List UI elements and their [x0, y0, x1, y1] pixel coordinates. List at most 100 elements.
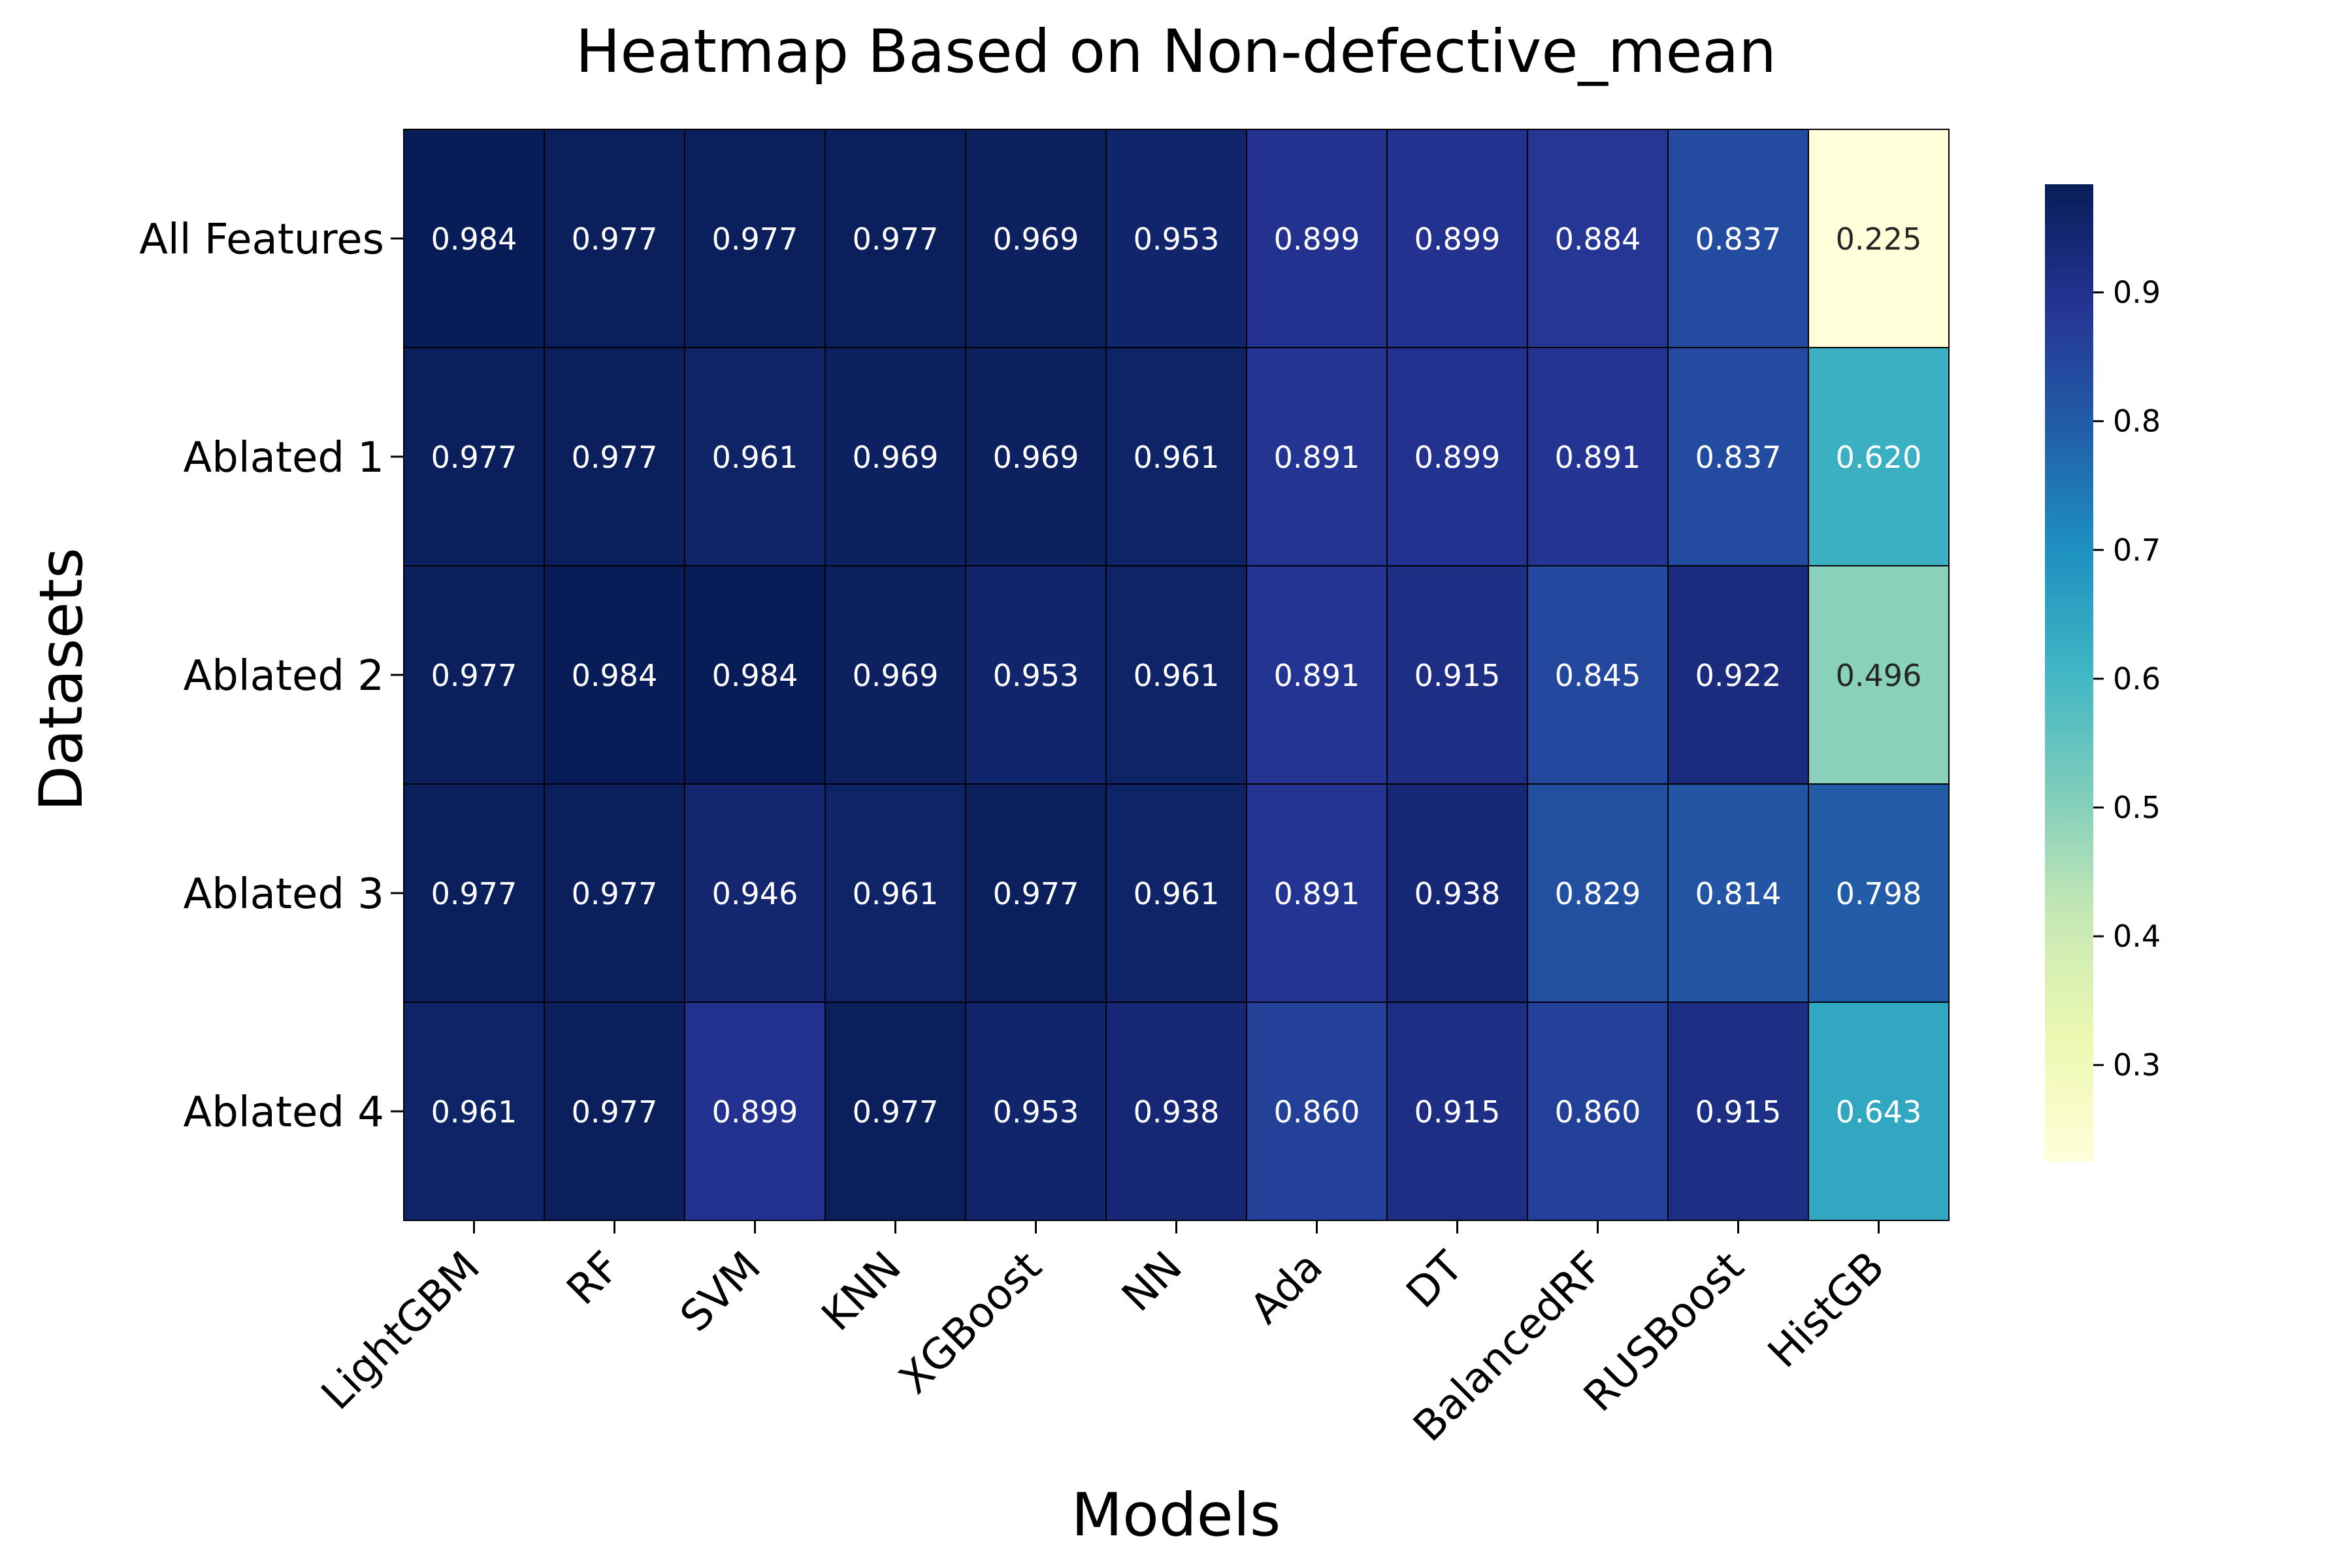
cell-value-label: 0.946 — [712, 876, 798, 911]
y-tick-label: Ablated 3 — [183, 870, 384, 919]
heatmap-cell — [825, 1002, 966, 1221]
cell-value-label: 0.891 — [1555, 440, 1641, 475]
cell-value-label: 0.977 — [853, 221, 939, 257]
y-axis-title: Datasets — [27, 547, 96, 811]
cell-value-label: 0.899 — [1414, 221, 1501, 257]
cell-value-label: 0.915 — [1414, 1094, 1501, 1130]
x-axis-title: Models — [1071, 1481, 1281, 1550]
cell-value-label: 0.969 — [853, 440, 939, 475]
heatmap-cell — [1105, 347, 1247, 566]
heatmap-cell — [1246, 347, 1388, 566]
cell-value-label: 0.961 — [712, 440, 798, 475]
heatmap-cell — [544, 347, 685, 566]
cell-value-label: 0.837 — [1695, 440, 1782, 475]
heatmap-cell — [965, 347, 1107, 566]
colorbar-tick-label: 0.8 — [2113, 404, 2161, 439]
heatmap-cell — [1105, 565, 1247, 785]
heatmap-cell — [1527, 347, 1669, 566]
heatmap-cell — [684, 783, 826, 1003]
cell-value-label: 0.915 — [1414, 658, 1501, 693]
y-tick-label: Ablated 4 — [183, 1088, 384, 1137]
heatmap-cell — [1527, 565, 1669, 785]
y-tick-label: Ablated 2 — [183, 652, 384, 700]
x-tick-label: DT — [1397, 1242, 1473, 1317]
heatmap-cell — [1105, 783, 1247, 1003]
cell-value-label: 0.977 — [431, 876, 517, 911]
cell-value-label: 0.922 — [1695, 658, 1782, 693]
x-tick-label: NN — [1113, 1243, 1192, 1321]
heatmap-cell — [1527, 1002, 1669, 1221]
chart-title: Heatmap Based on Non-defective_mean — [576, 18, 1776, 86]
cell-value-label: 0.899 — [1274, 221, 1360, 257]
heatmap-cell — [825, 129, 966, 348]
cell-value-label: 0.915 — [1695, 1094, 1782, 1130]
cell-value-label: 0.977 — [572, 221, 658, 257]
colorbar-gradient — [2045, 184, 2093, 1162]
heatmap-cell — [825, 783, 966, 1003]
heatmap-cell — [684, 565, 826, 785]
x-tick-label: SVM — [672, 1243, 770, 1341]
heatmap-cell — [1808, 347, 1950, 566]
colorbar-tick-label: 0.5 — [2113, 790, 2161, 825]
heatmap-cell — [1105, 129, 1247, 348]
heatmap-cell — [965, 129, 1107, 348]
heatmap-cell — [1667, 783, 1809, 1003]
cell-value-label: 0.496 — [1836, 658, 1922, 693]
cell-value-label: 0.899 — [1414, 440, 1501, 475]
x-tick-label: LightGBM — [312, 1243, 489, 1419]
cell-value-label: 0.961 — [853, 876, 939, 911]
cell-value-label: 0.977 — [993, 876, 1079, 911]
x-tick-label: RF — [558, 1243, 630, 1315]
cell-value-label: 0.953 — [1134, 221, 1220, 257]
cell-value-label: 0.977 — [712, 221, 798, 257]
cell-value-label: 0.977 — [572, 1094, 658, 1130]
cell-value-label: 0.620 — [1836, 440, 1922, 475]
heatmap-cell — [403, 565, 545, 785]
y-tick-label: Ablated 1 — [183, 434, 384, 482]
cell-value-label: 0.938 — [1134, 1094, 1220, 1130]
heatmap-cell — [684, 1002, 826, 1221]
heatmap-cell — [1808, 129, 1950, 348]
heatmap-cell — [965, 783, 1107, 1003]
y-tick-label: All Features — [139, 216, 384, 264]
x-tick-label: HistGB — [1759, 1243, 1893, 1377]
heatmap-cell — [965, 565, 1107, 785]
x-tick-label: KNN — [813, 1243, 911, 1341]
heatmap-cell — [1246, 1002, 1388, 1221]
cell-value-label: 0.969 — [853, 658, 939, 693]
x-tick-label: Ada — [1241, 1243, 1332, 1333]
colorbar-tick-label: 0.7 — [2113, 532, 2161, 568]
cell-value-label: 0.977 — [572, 876, 658, 911]
heatmap-cell — [403, 347, 545, 566]
heatmap-cells: 0.984 0.977 0.977 0.977 0.969 0.953 0.899 0.899… — [403, 129, 1950, 1221]
cell-value-label: 0.977 — [431, 440, 517, 475]
heatmap-cell — [544, 783, 685, 1003]
cell-value-label: 0.977 — [431, 658, 517, 693]
heatmap-cell — [1246, 565, 1388, 785]
cell-value-label: 0.961 — [1134, 876, 1220, 911]
cell-value-label: 0.860 — [1274, 1094, 1360, 1130]
cell-value-label: 0.884 — [1555, 221, 1641, 257]
heatmap-cell — [1246, 783, 1388, 1003]
colorbar-tick-label: 0.3 — [2113, 1047, 2161, 1083]
heatmap-cell — [1386, 347, 1528, 566]
x-tick-label: XGBoost — [890, 1243, 1051, 1403]
heatmap-cell — [1667, 347, 1809, 566]
cell-value-label: 0.845 — [1555, 658, 1641, 693]
heatmap-cell — [684, 129, 826, 348]
cell-value-label: 0.977 — [572, 440, 658, 475]
heatmap-cell — [1105, 1002, 1247, 1221]
cell-value-label: 0.969 — [993, 221, 1079, 257]
heatmap-cell — [1386, 129, 1528, 348]
cell-value-label: 0.984 — [431, 221, 517, 257]
cell-value-label: 0.225 — [1836, 221, 1922, 257]
cell-value-label: 0.829 — [1555, 876, 1641, 911]
colorbar: 0.3 0.4 0.5 0.6 0.7 0.8 0.9 — [2045, 184, 2161, 1162]
colorbar-tick-label: 0.4 — [2113, 919, 2161, 954]
heatmap-cell — [1527, 783, 1669, 1003]
heatmap-cell — [544, 129, 685, 348]
cell-value-label: 0.860 — [1555, 1094, 1641, 1130]
cell-value-label: 0.837 — [1695, 221, 1782, 257]
heatmap-cell — [403, 1002, 545, 1221]
